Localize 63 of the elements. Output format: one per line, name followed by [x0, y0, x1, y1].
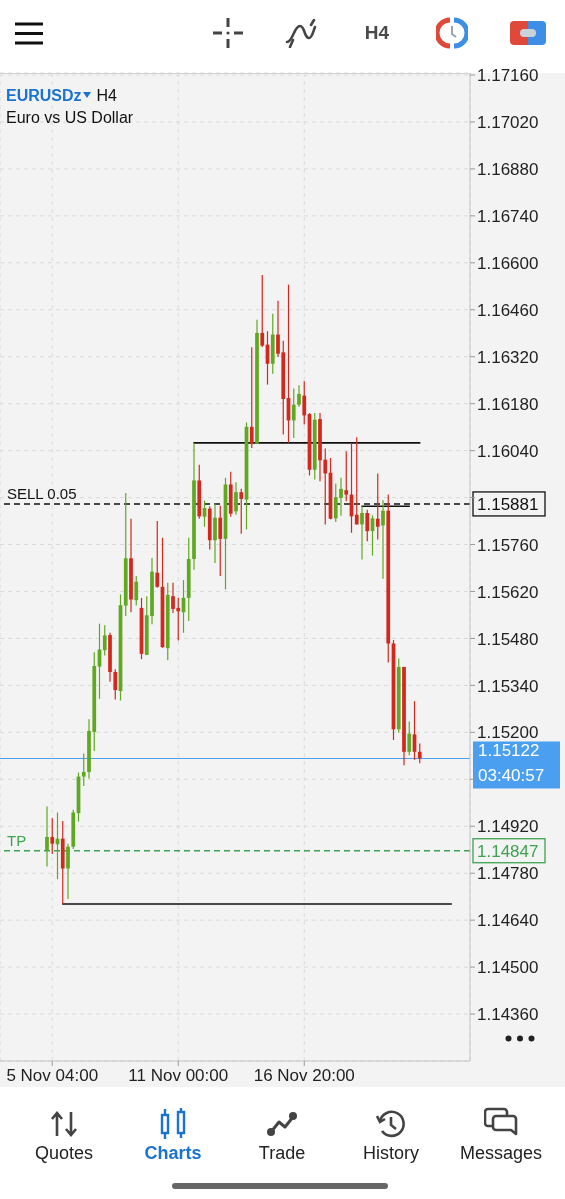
y-tick-label: 1.16040	[477, 441, 539, 461]
candlestick	[323, 448, 328, 526]
x-tick-label: 5 Nov 04:00	[6, 1065, 99, 1085]
candlestick	[302, 380, 307, 426]
text: Quotes	[33, 1142, 94, 1165]
candlestick	[213, 503, 217, 564]
candlestick	[155, 520, 160, 589]
y-tick-label: 1.15620	[477, 582, 539, 602]
y-tick-label: 1.16180	[477, 394, 539, 414]
candlestick	[102, 624, 107, 657]
candlestick	[381, 499, 385, 580]
text: Messages	[458, 1142, 543, 1165]
text: History	[362, 1142, 420, 1165]
candlestick	[50, 817, 55, 855]
annotation: H4	[96, 87, 118, 104]
y-tick-label: 1.15480	[477, 629, 539, 649]
candlestick	[45, 805, 49, 868]
y-tick-label: 1.17160	[477, 66, 539, 86]
y-tick-label: 1.16600	[477, 253, 539, 273]
y-tick-label: 1.15760	[477, 535, 539, 555]
ref-line-label: 1.15881	[477, 494, 539, 514]
candlestick	[375, 472, 380, 541]
candlestick	[417, 742, 422, 764]
y-tick-label: 1.16880	[477, 160, 539, 180]
annotation: SELL 0.05	[7, 484, 77, 502]
text: Charts	[143, 1142, 203, 1165]
candlestick	[218, 505, 223, 577]
x-tick-label: 11 Nov 00:00	[128, 1065, 229, 1085]
annotation: TP	[7, 831, 27, 849]
candlestick	[239, 488, 244, 535]
candlestick	[407, 721, 412, 756]
text: 03:40:57	[478, 766, 545, 786]
text: Trade	[257, 1142, 307, 1165]
y-tick-label: 1.17020	[477, 113, 539, 133]
y-tick-label: 1.14640	[477, 911, 539, 931]
y-tick-label: 1.14920	[477, 817, 539, 837]
y-tick-label: 1.15340	[477, 676, 539, 696]
ref-line-label: 1.15122	[478, 741, 540, 761]
y-tick-label: 1.15200	[477, 723, 539, 743]
y-tick-label: 1.14500	[477, 958, 539, 978]
y-tick-label: 1.14360	[477, 1005, 539, 1025]
y-tick-label: 1.14780	[477, 864, 539, 884]
y-tick-label: 1.16740	[477, 206, 539, 226]
y-tick-label: 1.16320	[477, 347, 539, 367]
y-tick-label: 1.16460	[477, 300, 539, 320]
text: Euro vs US Dollar	[6, 108, 134, 128]
candlestick	[113, 668, 118, 701]
candlestick	[81, 752, 86, 787]
candlestick	[360, 505, 364, 561]
text: H4	[363, 22, 391, 44]
candlestick	[260, 274, 265, 348]
candlestick	[365, 509, 370, 542]
candlestick	[234, 481, 238, 516]
ref-line-label: 1.14847	[477, 841, 539, 861]
text: EURUSDz	[6, 87, 82, 104]
candlestick	[344, 450, 349, 502]
candlestick	[354, 436, 359, 526]
candlestick	[297, 384, 301, 408]
candlestick	[291, 387, 296, 439]
x-tick-label: 16 Nov 20:00	[253, 1065, 355, 1085]
candlestick	[66, 843, 70, 900]
candlestick	[134, 575, 139, 607]
candlestick	[249, 346, 254, 449]
